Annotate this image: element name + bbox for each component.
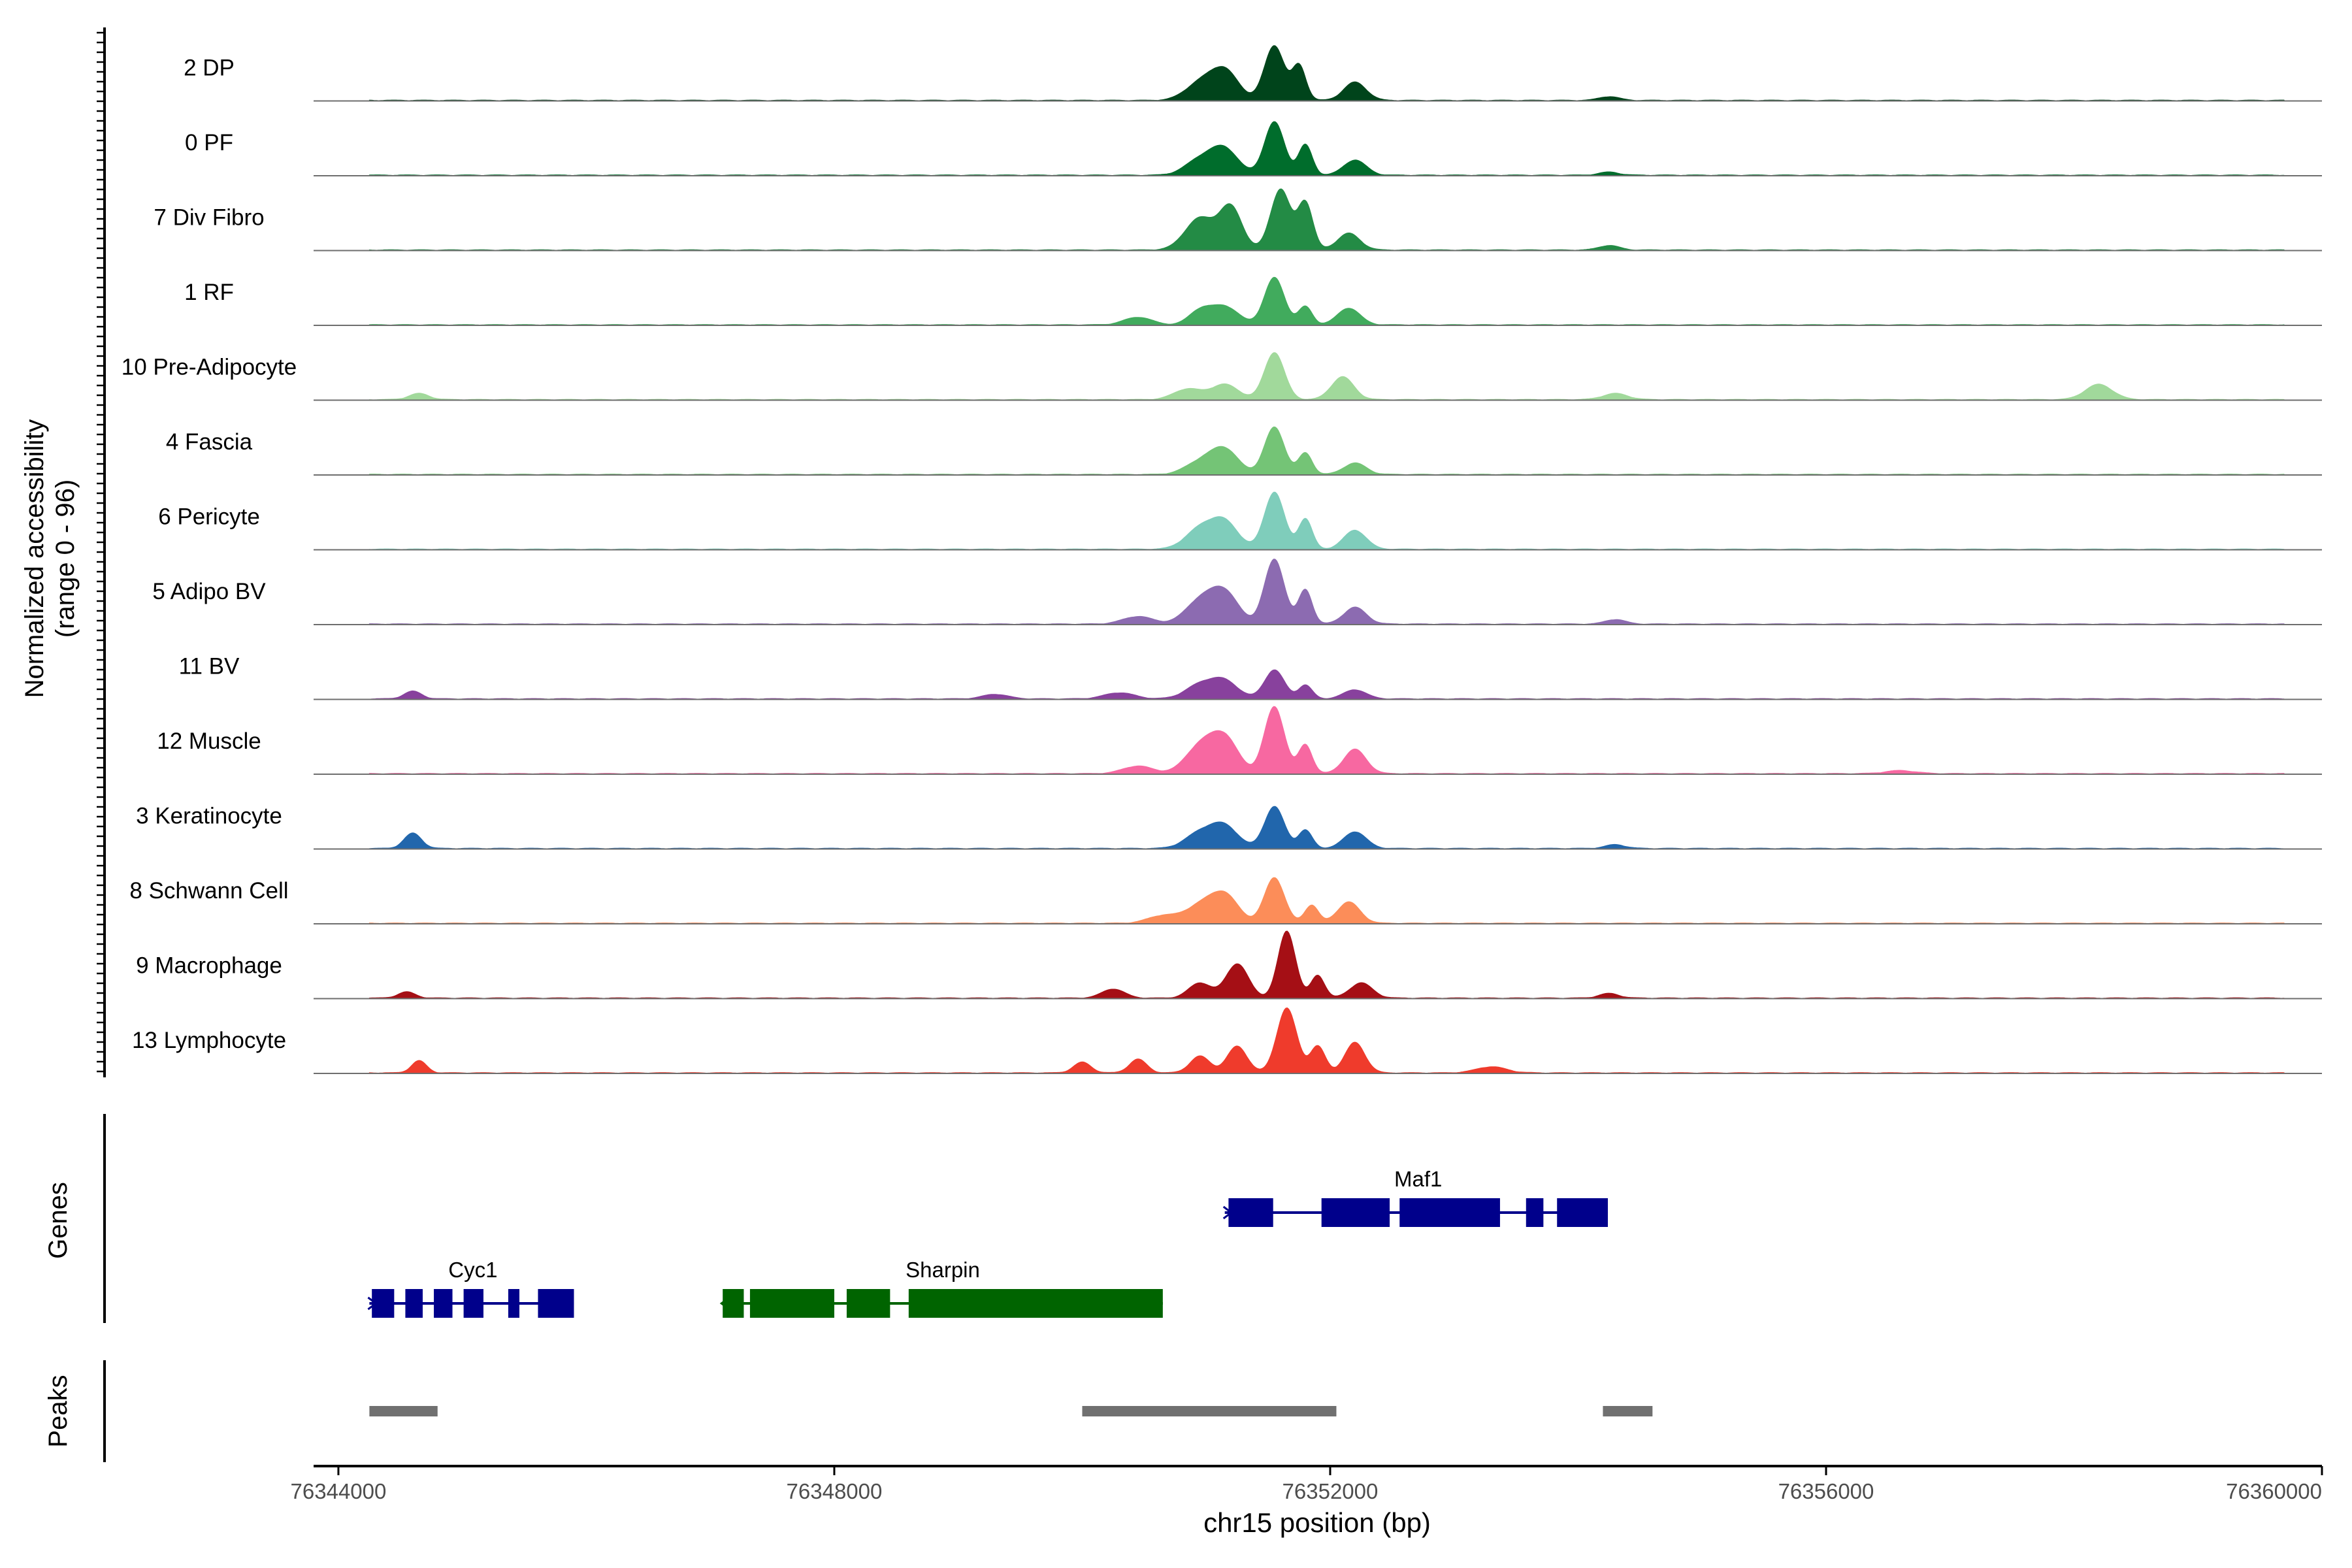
track-1: 0 PF (185, 121, 2322, 176)
x-tick-label: 76360000 (2226, 1479, 2322, 1503)
track-13: 13 Lymphocyte (132, 1007, 2322, 1074)
track-9: 12 Muscle (157, 706, 2322, 775)
y-axis-label: Normalized accessibility (20, 419, 49, 698)
track-label: 1 RF (184, 280, 234, 305)
coverage-area (368, 45, 2286, 101)
track-5: 4 Fascia (166, 426, 2322, 476)
track-label: 11 BV (179, 654, 240, 679)
x-tick-label: 76348000 (787, 1479, 883, 1503)
x-axis: 76344000 76348000 76352000 76356000 76360000 (291, 1465, 2323, 1503)
track-label: 13 Lymphocyte (132, 1028, 286, 1053)
x-tick-label: 76352000 (1282, 1479, 1379, 1503)
track-label: 6 Pericyte (158, 504, 260, 530)
coverage-area (368, 706, 2286, 775)
track-11: 8 Schwann Cell (129, 877, 2322, 924)
strand-arrow-icon (367, 1296, 378, 1311)
gene-exon (538, 1289, 574, 1318)
gene-exon (846, 1289, 890, 1318)
coverage-area (368, 930, 2286, 999)
gene-exon (908, 1289, 1163, 1318)
track-2: 7 Div Fibro (154, 188, 2322, 252)
strand-arrow-icon (719, 1296, 730, 1311)
genes-panel-label: Genes (44, 1182, 73, 1259)
gene-cyc1: Cyc1 (367, 1258, 574, 1318)
coverage-area (368, 806, 2285, 849)
track-10: 3 Keratinocyte (136, 804, 2322, 850)
gene-exon (1228, 1198, 1273, 1227)
track-4: 10 Pre-Adipocyte (122, 352, 2322, 401)
track-3: 1 RF (184, 276, 2322, 326)
track-label: 0 PF (185, 130, 233, 155)
coverage-area (368, 352, 2286, 400)
peak-region (369, 1406, 438, 1416)
gene-label: Maf1 (1394, 1167, 1442, 1191)
coverage-area (368, 491, 2286, 550)
y-axis-label-range: (range 0 - 96) (51, 480, 80, 638)
peaks-panel (103, 1360, 1653, 1462)
coverage-area (368, 877, 2286, 924)
peak-region (1082, 1406, 1337, 1416)
coverage-area (368, 276, 2286, 326)
gene-label: Sharpin (906, 1258, 980, 1282)
gene-sharpin: Sharpin (719, 1258, 1163, 1318)
coverage-area (368, 121, 2286, 176)
track-6: 6 Pericyte (158, 491, 2322, 551)
gene-exon (508, 1289, 519, 1318)
track-label: 7 Div Fibro (154, 205, 264, 231)
gene-label: Cyc1 (448, 1258, 497, 1282)
peaks-panel-label: Peaks (44, 1375, 73, 1447)
track-0: 2 DP (184, 45, 2322, 102)
coverage-tracks: 2 DP 0 PF 7 Div Fibro 1 RF 10 Pre-Adipocyte 4… (122, 45, 2322, 1074)
x-axis-label: chr15 position (bp) (1203, 1507, 1431, 1538)
genes-panel: Sharpin Cyc1 Maf1 (103, 1114, 1609, 1323)
gene-exon (405, 1289, 423, 1318)
track-label: 9 Macrophage (136, 953, 282, 979)
peak-region (1603, 1406, 1653, 1416)
x-tick-label: 76356000 (1778, 1479, 1874, 1503)
track-label: 10 Pre-Adipocyte (122, 355, 297, 380)
y-axis (97, 27, 106, 1077)
track-label: 2 DP (184, 56, 235, 81)
gene-exon (463, 1289, 483, 1318)
x-tick-label: 76344000 (291, 1479, 387, 1503)
coverage-area (368, 188, 2286, 251)
coverage-area (368, 1007, 2286, 1074)
gene-maf1: Maf1 (1222, 1167, 1609, 1227)
track-12: 9 Macrophage (136, 930, 2322, 1000)
gene-exon (434, 1289, 453, 1318)
track-8: 11 BV (179, 654, 2322, 700)
track-label: 3 Keratinocyte (136, 804, 282, 829)
track-label: 5 Adipo BV (152, 579, 266, 604)
track-label: 4 Fascia (166, 429, 253, 455)
gene-exon (723, 1289, 744, 1318)
gene-exon (1557, 1198, 1609, 1227)
coverage-area (368, 426, 2286, 476)
gene-exon (1399, 1198, 1500, 1227)
coverage-area (368, 559, 2286, 625)
track-label: 12 Muscle (157, 728, 261, 754)
strand-arrow-icon (1222, 1205, 1233, 1220)
gene-exon (1526, 1198, 1544, 1227)
gene-exon (1321, 1198, 1390, 1227)
gene-exon (749, 1289, 834, 1318)
track-label: 8 Schwann Cell (129, 878, 288, 904)
track-7: 5 Adipo BV (152, 559, 2322, 625)
coverage-area (368, 669, 2286, 700)
